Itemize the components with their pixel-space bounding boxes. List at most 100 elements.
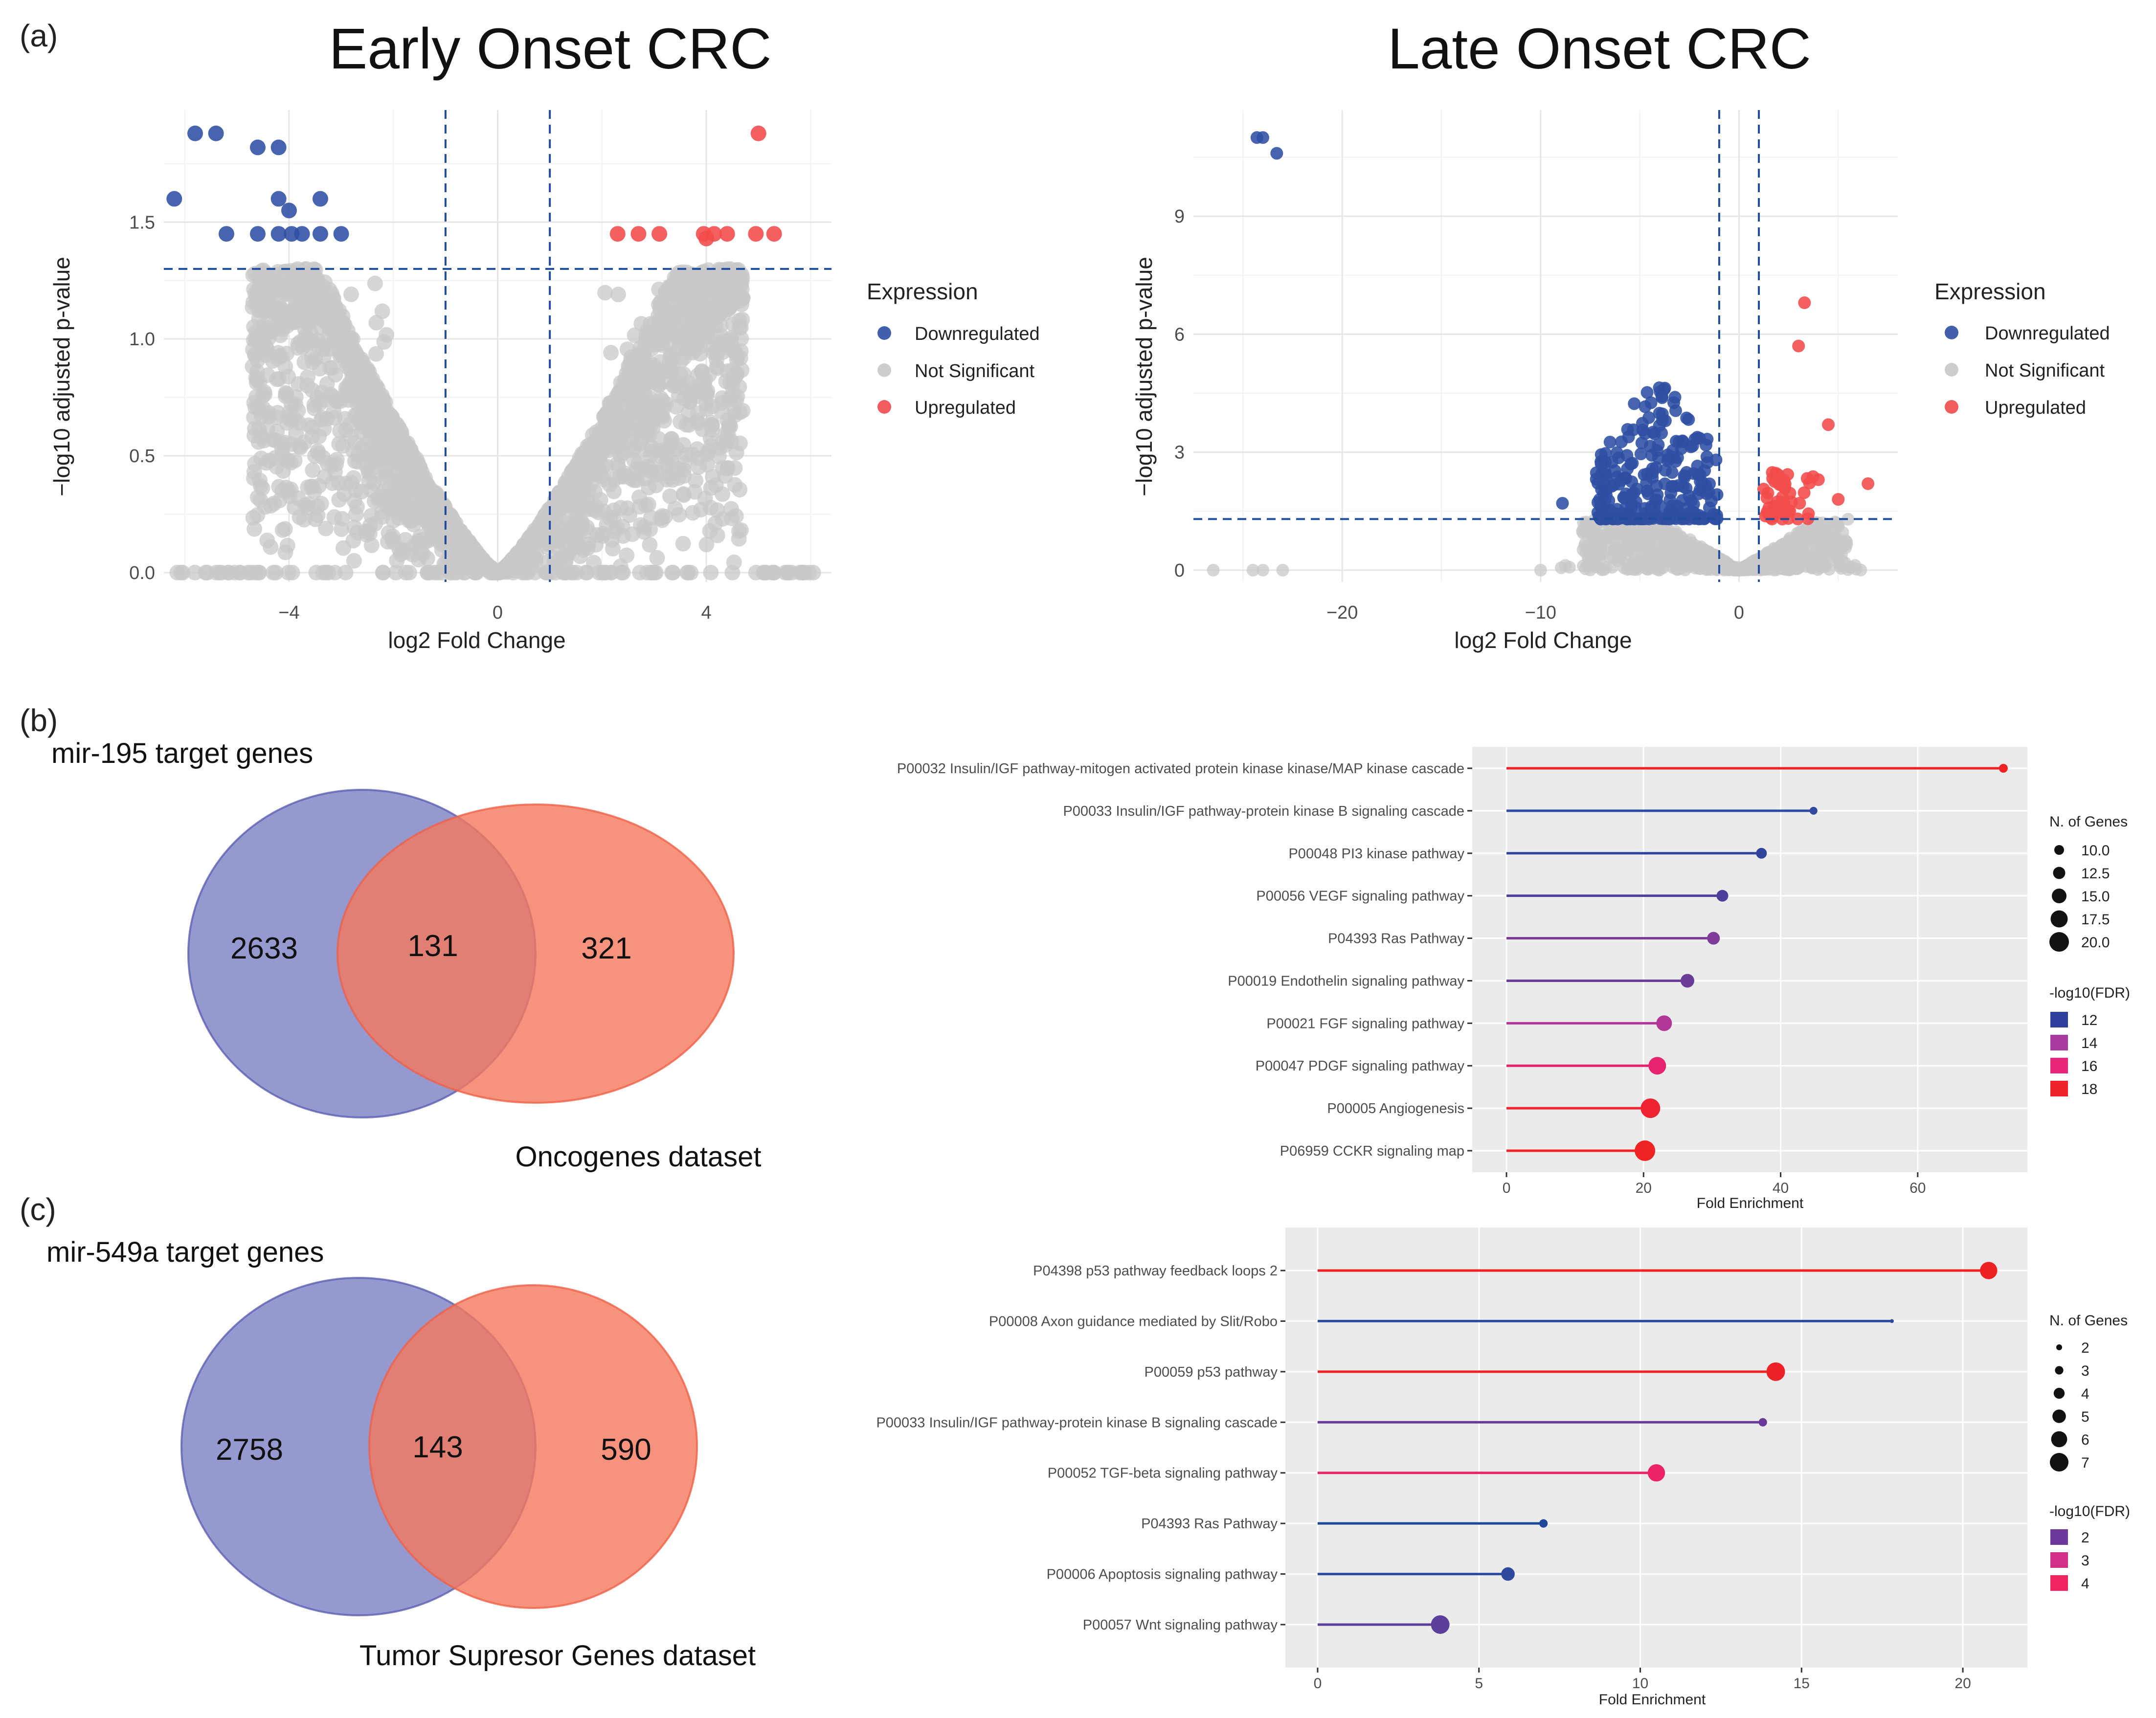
point-not-significant	[693, 382, 709, 398]
point-downregulated	[1668, 391, 1682, 404]
point-upregulated	[1822, 418, 1835, 431]
category-label: P00033 Insulin/IGF pathway-protein kinas…	[1063, 803, 1464, 819]
point-not-significant	[368, 314, 384, 331]
point-not-significant	[715, 486, 731, 502]
category-label: P04393 Ras Pathway	[1328, 931, 1464, 947]
point-not-significant	[562, 498, 578, 514]
point-downregulated	[1667, 450, 1680, 464]
point-not-significant	[1563, 560, 1576, 574]
size-legend-label: 15.0	[2081, 889, 2110, 905]
threshold-lines	[1193, 110, 1898, 582]
point-not-significant	[331, 436, 347, 452]
x-tick-label: 40	[1773, 1180, 1789, 1196]
point-not-significant	[642, 537, 658, 553]
point-not-significant	[693, 502, 709, 518]
point-not-significant	[587, 502, 603, 518]
point-not-significant	[327, 367, 343, 383]
size-legend-items: 2 3 4 5 6 7	[2050, 1340, 2089, 1472]
point-downregulated	[187, 125, 203, 141]
point-not-significant	[316, 421, 332, 437]
point-not-significant	[519, 538, 535, 555]
point-not-significant	[1773, 546, 1786, 559]
lollipop-dot	[1431, 1615, 1450, 1634]
point-downregulated	[1625, 488, 1639, 501]
point-downregulated	[249, 139, 266, 156]
plot-panel-background	[1285, 1227, 2027, 1668]
point-downregulated	[1676, 435, 1689, 448]
point-not-significant	[329, 451, 345, 468]
point-not-significant	[654, 512, 670, 528]
y-axis-ticks: 0 3 6 9	[1174, 206, 1185, 581]
y-tick-label: 0.0	[129, 563, 155, 583]
point-not-significant	[723, 434, 740, 450]
point-not-significant	[251, 311, 267, 327]
point-downregulated	[1620, 449, 1634, 462]
point-not-significant	[199, 564, 215, 580]
venn-dataset-label: Oncogenes dataset	[515, 1141, 761, 1173]
point-not-significant	[1833, 559, 1846, 572]
point-not-significant	[321, 341, 337, 357]
point-not-significant	[1534, 563, 1547, 577]
point-upregulated	[750, 125, 766, 141]
point-not-significant	[653, 391, 669, 407]
point-downregulated	[1705, 494, 1718, 508]
x-axis-ticks: −20 −10 0	[1326, 602, 1744, 623]
size-legend-dot	[2053, 867, 2066, 879]
lollipop-chart-mir-549a-pathways: 0 5 10 15 20 P04398 p53 pathway feedback loo…	[876, 1227, 2027, 1708]
point-not-significant	[290, 340, 306, 356]
x-tick-label: 4	[701, 602, 711, 623]
point-downregulated	[1593, 493, 1606, 506]
volcano-plot-early-onset: Early Onset CRC −4 0 4 0.0 0.5 1.0 1.5 log2 F…	[49, 17, 831, 653]
point-upregulated	[651, 226, 668, 242]
point-not-significant	[310, 443, 326, 459]
legend-title: Expression	[1934, 279, 2046, 304]
point-downregulated	[1640, 386, 1654, 399]
point-not-significant	[598, 440, 614, 456]
point-not-significant	[667, 279, 683, 295]
point-downregulated	[1595, 455, 1608, 469]
point-not-significant	[1653, 543, 1666, 557]
point-not-significant	[675, 535, 691, 552]
y-tick-label: 0	[1174, 560, 1185, 581]
size-legend-dot	[2055, 1366, 2064, 1375]
point-not-significant	[719, 412, 735, 428]
panel-label-b: (b)	[20, 703, 58, 738]
point-not-significant	[603, 564, 619, 580]
point-not-significant	[1639, 560, 1653, 573]
size-legend-title: N. of Genes	[2049, 814, 2128, 830]
chart-title: Early Onset CRC	[329, 17, 772, 81]
category-labels: P00032 Insulin/IGF pathway-mitogen activ…	[897, 761, 1472, 1159]
point-upregulated	[698, 230, 715, 246]
x-tick-label: 15	[1794, 1675, 1810, 1692]
size-legend-label: 5	[2081, 1409, 2089, 1425]
point-not-significant	[644, 564, 660, 580]
point-not-significant	[717, 468, 733, 484]
point-not-significant	[1679, 563, 1692, 577]
point-downregulated	[1669, 404, 1682, 417]
category-label: P06959 CCKR signaling map	[1280, 1143, 1464, 1159]
point-not-significant	[1617, 561, 1631, 575]
color-legend-swatch	[2050, 1081, 2068, 1096]
point-not-significant	[642, 390, 658, 406]
point-not-significant	[711, 289, 727, 305]
point-not-significant	[663, 295, 679, 312]
point-not-significant	[642, 426, 658, 443]
point-downregulated	[1608, 464, 1621, 477]
point-downregulated	[1622, 512, 1635, 525]
legend-label-not-significant: Not Significant	[915, 361, 1034, 381]
point-not-significant	[310, 498, 326, 514]
point-downregulated	[312, 191, 328, 207]
point-upregulated	[609, 226, 626, 242]
size-legend-dot	[2051, 1431, 2067, 1448]
point-not-significant	[662, 362, 678, 379]
point-not-significant	[326, 509, 342, 525]
point-not-significant	[254, 295, 270, 311]
point-not-significant	[306, 401, 322, 417]
point-not-significant	[368, 346, 384, 362]
point-not-significant	[414, 465, 430, 481]
point-not-significant	[1629, 532, 1642, 545]
point-not-significant	[653, 407, 669, 424]
point-not-significant	[347, 453, 363, 469]
lollipop-dot	[1716, 890, 1729, 902]
point-downregulated	[1598, 479, 1612, 492]
